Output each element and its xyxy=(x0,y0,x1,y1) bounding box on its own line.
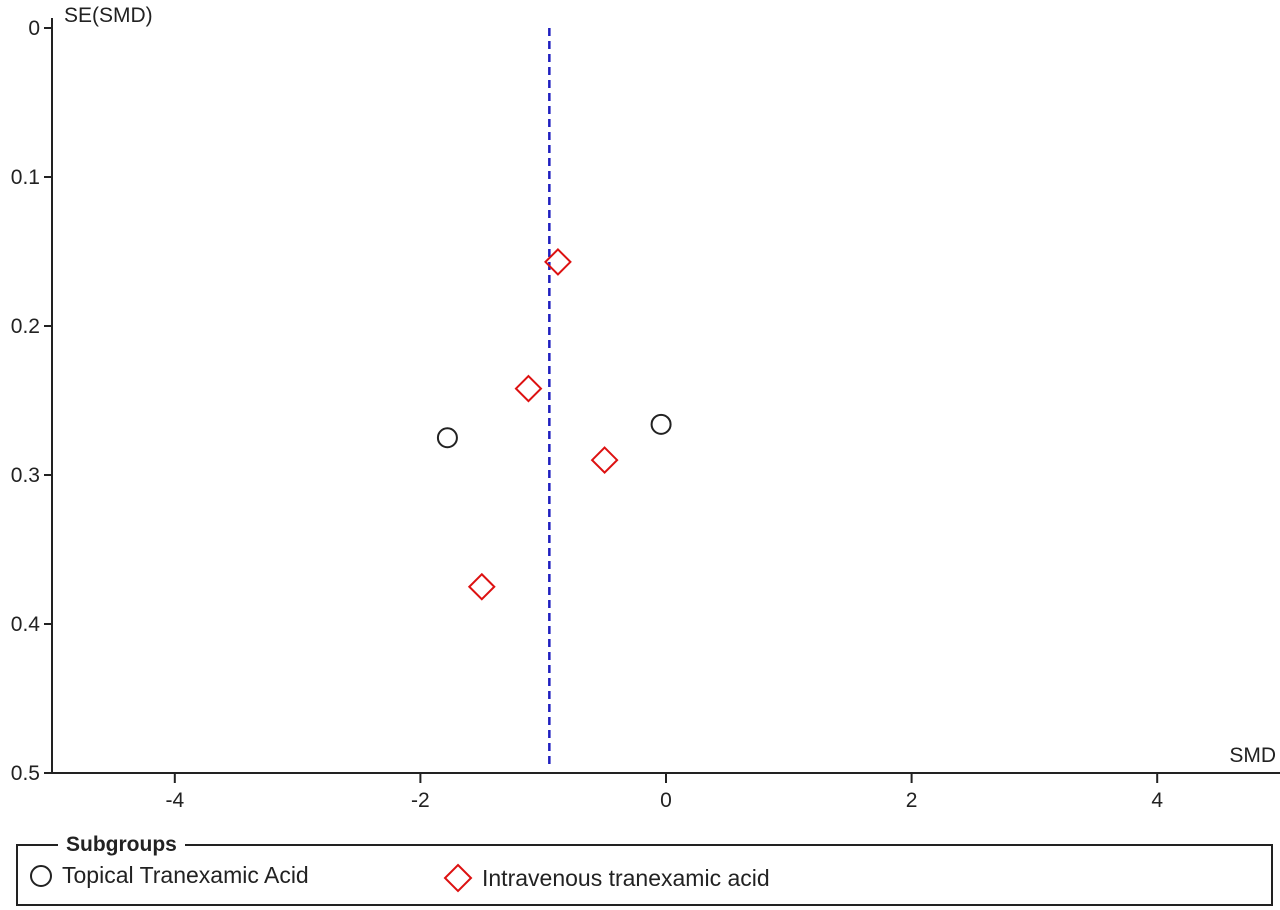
legend-title: Subgroups xyxy=(58,832,185,858)
legend: Subgroups Topical Tranexamic Acid Intrav… xyxy=(16,832,1273,906)
diamond-point xyxy=(544,248,572,276)
y-axis-title: SE(SMD) xyxy=(64,4,153,27)
x-tick-label: -4 xyxy=(165,789,184,812)
x-axis-title: SMD xyxy=(1229,744,1276,767)
y-tick-label: 0.1 xyxy=(11,166,40,189)
circle-marker-icon xyxy=(30,864,52,887)
legend-item-topical: Topical Tranexamic Acid xyxy=(28,862,309,889)
data-points xyxy=(436,248,672,601)
circle-point xyxy=(650,413,672,435)
diamond-point xyxy=(514,374,543,403)
y-tick-label: 0.5 xyxy=(11,762,40,785)
x-tick-label: 4 xyxy=(1151,789,1163,812)
y-tick-label: 0.3 xyxy=(11,464,40,487)
legend-label-intravenous: Intravenous tranexamic acid xyxy=(482,864,770,891)
circle-point xyxy=(436,427,458,449)
x-tick-label: 2 xyxy=(906,789,918,812)
y-tick-label: 0.2 xyxy=(11,315,40,338)
axes xyxy=(51,18,1280,774)
y-tick-label: 0.4 xyxy=(11,613,41,636)
legend-item-intravenous: Intravenous tranexamic acid xyxy=(442,862,770,894)
tick-marks: 0 0.1 0.2 0.3 0.4 0.5 -4 -2 0 2 4 xyxy=(11,17,1164,812)
funnel-plot: 0 0.1 0.2 0.3 0.4 0.5 -4 -2 0 2 4 SE(SMD) SMD xyxy=(11,4,1280,812)
diamond-point xyxy=(467,572,496,601)
legend-label-topical: Topical Tranexamic Acid xyxy=(62,862,309,888)
diamond-point xyxy=(590,446,619,475)
x-tick-label: 0 xyxy=(660,789,672,812)
diamond-marker-icon xyxy=(443,863,473,893)
x-tick-label: -2 xyxy=(411,789,430,812)
y-tick-label: 0 xyxy=(28,17,40,40)
